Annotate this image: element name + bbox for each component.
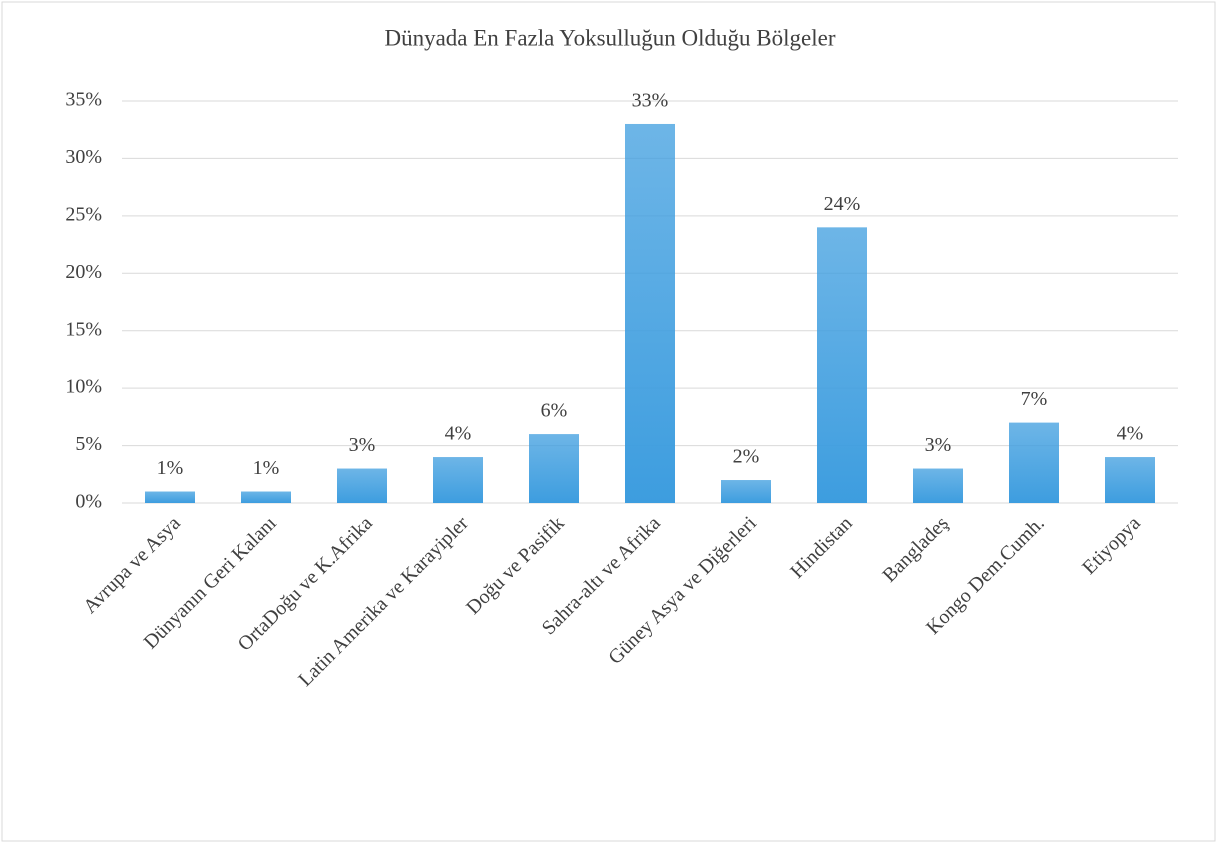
data-label: 7% [1021, 388, 1048, 410]
bar [529, 434, 579, 503]
data-label: 4% [1117, 423, 1144, 445]
data-label: 1% [157, 457, 184, 479]
y-tick-label: 5% [75, 433, 102, 455]
bar [913, 468, 963, 503]
y-tick-label: 35% [65, 89, 102, 111]
y-tick-label: 0% [75, 491, 102, 513]
y-tick-label: 25% [65, 203, 102, 225]
data-label: 3% [925, 434, 952, 456]
bar [145, 491, 195, 503]
y-tick-label: 15% [65, 318, 102, 340]
y-tick-label: 30% [65, 146, 102, 168]
bar [241, 491, 291, 503]
y-tick-label: 20% [65, 261, 102, 283]
data-label: 2% [733, 446, 760, 468]
bar [1009, 422, 1059, 503]
chart-title: Dünyada En Fazla Yoksulluğun Olduğu Bölg… [384, 25, 835, 50]
bar [1105, 457, 1155, 503]
bar [433, 457, 483, 503]
data-label: 33% [632, 90, 669, 112]
data-label: 3% [349, 434, 376, 456]
y-tick-label: 10% [65, 376, 102, 398]
bar [337, 468, 387, 503]
bar [721, 480, 771, 503]
data-label: 6% [541, 400, 568, 422]
bar [817, 227, 867, 504]
data-label: 1% [253, 457, 280, 479]
bar [625, 123, 675, 503]
data-label: 4% [445, 423, 472, 445]
data-label: 24% [824, 193, 861, 215]
